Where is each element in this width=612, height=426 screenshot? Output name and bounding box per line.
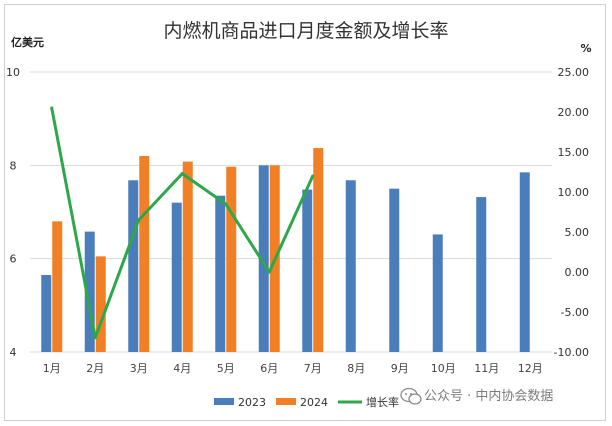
x-tick-label: 5月 xyxy=(217,362,235,375)
bars xyxy=(41,148,530,352)
bar-2023-1月 xyxy=(41,275,52,352)
bar-2023-4月 xyxy=(171,202,182,352)
right-tick-label: 10.00 xyxy=(558,186,590,199)
bar-2023-6月 xyxy=(258,165,269,352)
x-tick-label: 1月 xyxy=(43,362,61,375)
bar-2023-12月 xyxy=(519,172,530,352)
x-tick-label: 8月 xyxy=(347,362,365,375)
x-tick-label: 11月 xyxy=(474,362,499,375)
bar-2024-1月 xyxy=(52,221,63,352)
bar-2023-10月 xyxy=(432,234,443,352)
bar-2024-3月 xyxy=(139,156,150,352)
x-tick-label: 6月 xyxy=(260,362,278,375)
gridlines xyxy=(30,71,552,353)
legend: 2023 2024 增长率 xyxy=(214,395,399,409)
bar-2023-2月 xyxy=(84,231,95,352)
bar-2023-5月 xyxy=(215,195,226,352)
right-tick-label: 20.00 xyxy=(558,106,590,119)
left-axis-unit: 亿美元 xyxy=(11,35,44,49)
left-tick-label: 6 xyxy=(10,253,17,266)
right-tick-label: 0.00 xyxy=(565,266,590,279)
x-axis-ticks: 1月 2月 3月 4月 5月 6月 7月 8月 9月 10月 11月 12月 xyxy=(43,362,543,375)
bar-2023-7月 xyxy=(302,189,313,352)
line-point-3月 xyxy=(137,218,141,222)
legend-swatch-2023 xyxy=(214,398,234,405)
x-tick-label: 12月 xyxy=(518,362,543,375)
line-point-5月 xyxy=(224,202,228,206)
x-tick-label: 7月 xyxy=(304,362,322,375)
line-point-6月 xyxy=(267,270,271,274)
right-tick-label: 5.00 xyxy=(565,226,590,239)
watermark-text: 公众号 · 中内协会数据 xyxy=(424,388,553,404)
line-point-7月 xyxy=(311,174,315,178)
watermark: 公众号 · 中内协会数据 xyxy=(400,387,553,405)
right-tick-label: 25.00 xyxy=(558,66,590,79)
bar-2023-8月 xyxy=(345,180,356,352)
left-tick-label: 4 xyxy=(10,346,17,359)
legend-label: 增长率 xyxy=(366,395,399,409)
x-tick-label: 4月 xyxy=(173,362,191,375)
legend-label: 2024 xyxy=(300,396,328,409)
bar-2023-11月 xyxy=(476,197,487,352)
bar-2023-9月 xyxy=(389,188,400,352)
right-tick-label: 15.00 xyxy=(558,146,590,159)
chart-title: 内燃机商品进口月度金额及增长率 xyxy=(163,20,448,42)
x-tick-label: 3月 xyxy=(130,362,148,375)
bar-2024-2月 xyxy=(95,256,106,352)
left-tick-label: 8 xyxy=(10,159,17,172)
line-point-1月 xyxy=(50,106,54,110)
bar-2024-5月 xyxy=(226,166,237,352)
bar-2024-7月 xyxy=(313,148,324,352)
legend-swatch-2024 xyxy=(276,398,296,405)
bar-2024-4月 xyxy=(182,161,193,352)
right-tick-label: -5.00 xyxy=(561,306,589,319)
x-tick-label: 10月 xyxy=(431,362,456,375)
line-point-2月 xyxy=(93,336,97,340)
right-tick-label: -10.00 xyxy=(554,346,589,359)
left-tick-label: 10 xyxy=(6,66,20,79)
right-axis-unit: % xyxy=(580,42,591,55)
line-point-4月 xyxy=(180,172,184,176)
legend-label: 2023 xyxy=(238,396,266,409)
x-tick-label: 2月 xyxy=(86,362,104,375)
bar-2023-3月 xyxy=(128,180,139,352)
growth-line xyxy=(50,106,315,340)
right-axis-ticks: -10.00 -5.00 0.00 5.00 10.00 15.00 20.00 25.00 xyxy=(554,66,589,359)
left-axis-ticks: 4 6 8 10 xyxy=(6,66,20,359)
x-tick-label: 9月 xyxy=(391,362,409,375)
wechat-icon xyxy=(400,387,422,405)
